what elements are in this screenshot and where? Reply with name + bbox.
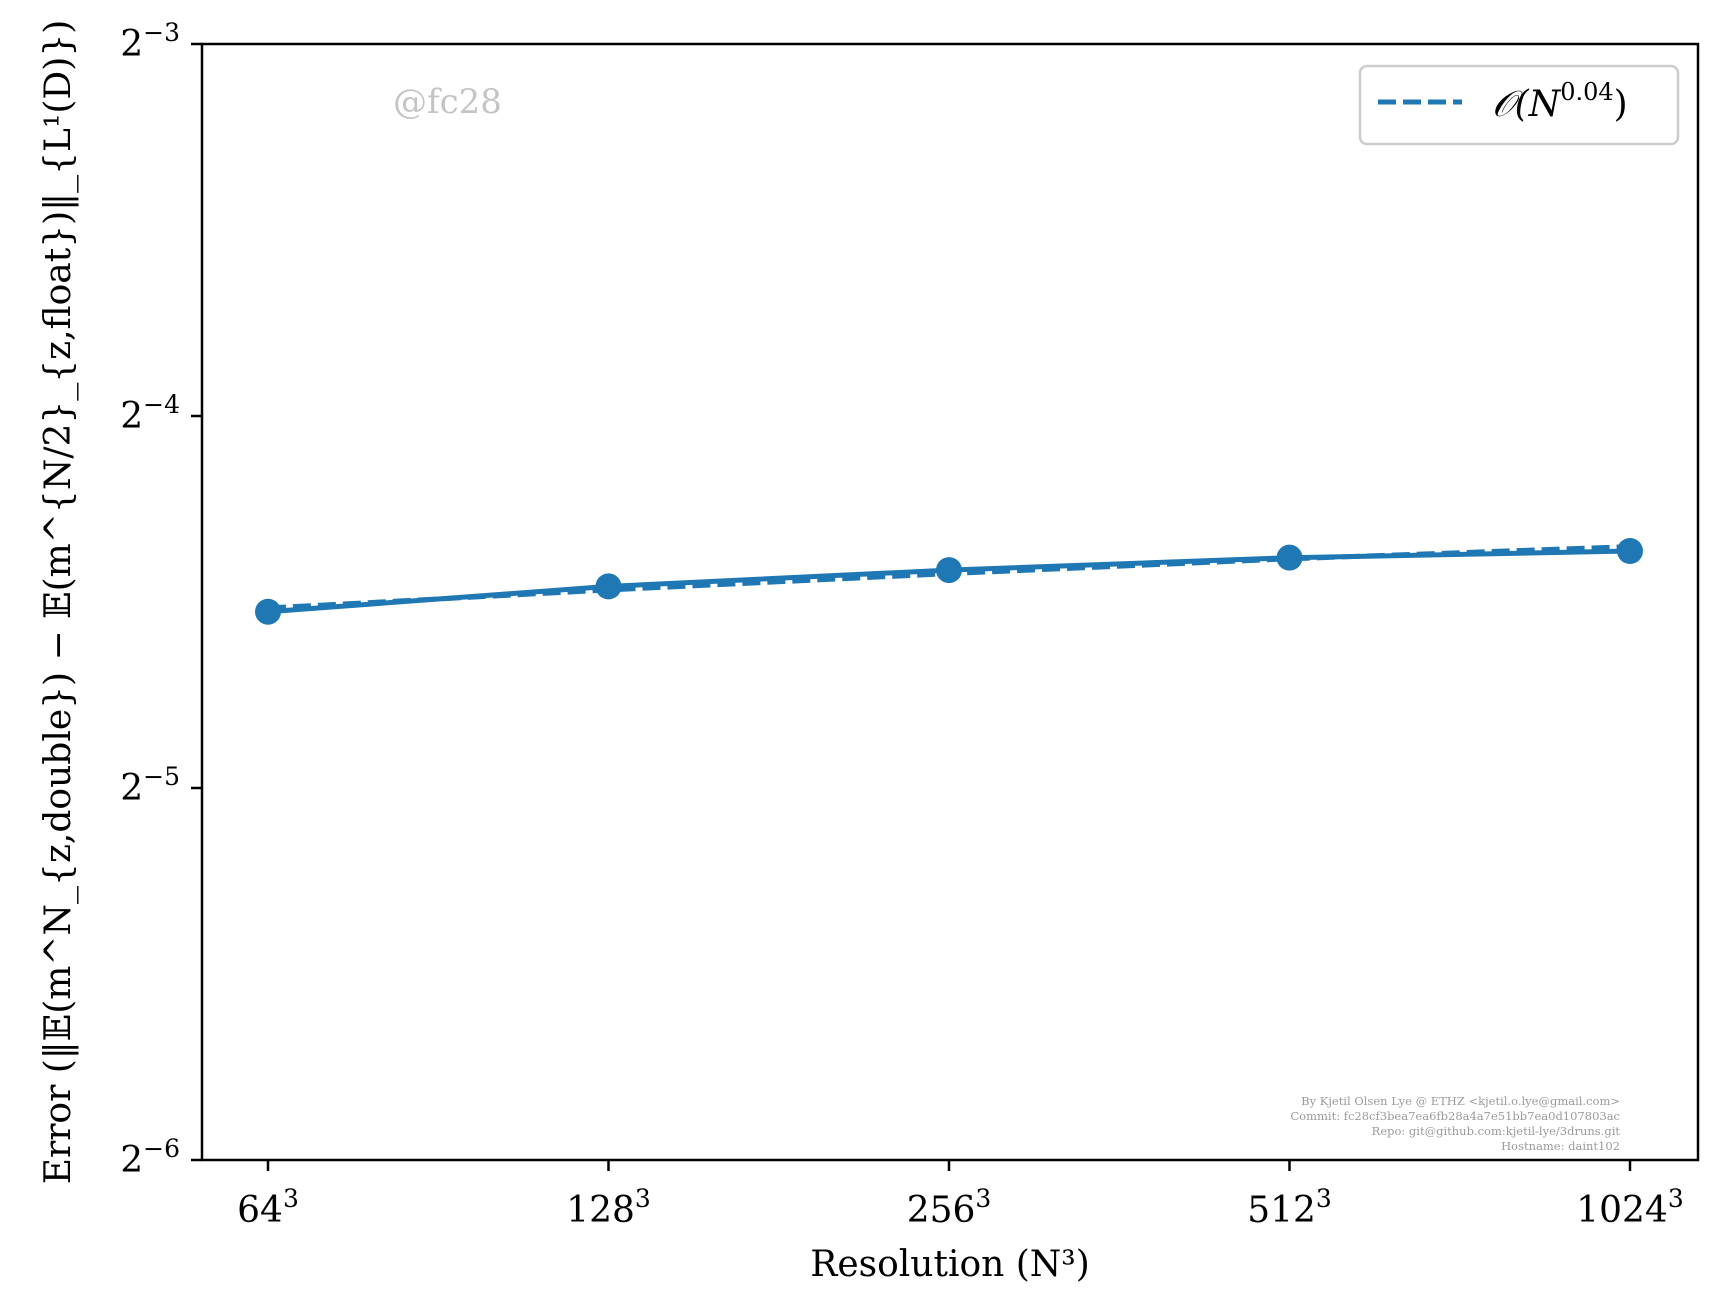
watermark: @fc28 [393, 82, 502, 122]
x-tick-label-exponent: 3 [1316, 1184, 1332, 1213]
x-axis-title: Resolution (N³) [810, 1244, 1090, 1285]
legend: 𝒪(N0.04) [1358, 64, 1680, 146]
credit-line-hostname: Hostname: daint102 [1501, 1139, 1620, 1153]
y-axis-title: Error (‖𝔼(m^N_{z,double}) − 𝔼(m^{N/2}_{z… [38, 20, 79, 1185]
credit-line-commit: Commit: fc28cf3bea7ea6fb28a4a7e51bb7ea0d… [1290, 1109, 1620, 1123]
credits-block: By Kjetil Olsen Lye @ ETHZ <kjetil.o.lye… [1290, 1094, 1620, 1153]
y-tick-label-exponent: −5 [143, 762, 180, 791]
y-tick-label-exponent: −4 [143, 390, 180, 419]
x-tick-label-exponent: 3 [1668, 1184, 1684, 1213]
legend-frame [1358, 64, 1680, 146]
plot-area [202, 44, 1698, 1160]
y-tick-label-base: 2 [120, 768, 143, 809]
x-tick-label-base: 512 [1247, 1190, 1316, 1231]
x-tick-label-base: 64 [237, 1190, 283, 1231]
error-data-point [1617, 537, 1643, 564]
error-data-point [255, 598, 281, 625]
x-tick-label-exponent: 3 [635, 1184, 651, 1213]
x-tick-label: 2563 [907, 1184, 992, 1231]
x-axis-ticks: 643 1283 2563 5123 10243 [237, 1160, 1684, 1231]
x-tick-label: 5123 [1247, 1184, 1332, 1231]
plot-frame [200, 42, 1700, 1162]
error-data-point [1276, 544, 1303, 571]
x-tick-label: 10243 [1576, 1184, 1684, 1231]
y-tick-label: 2−3 [120, 18, 180, 65]
y-tick-label-exponent: −3 [143, 18, 180, 47]
y-tick-label: 2−5 [120, 762, 180, 809]
y-axis-ticks: 2−62−52−42−3 [120, 18, 202, 1181]
error-data-point [595, 573, 622, 600]
credit-line-repo: Repo: git@github.com:kjetil-lye/3druns.g… [1372, 1124, 1621, 1138]
legend-label-exponent: 0.04 [1560, 78, 1613, 106]
x-tick-label-base: 1024 [1576, 1190, 1668, 1231]
credit-line-author: By Kjetil Olsen Lye @ ETHZ <kjetil.o.lye… [1301, 1094, 1620, 1108]
legend-label: 𝒪(N0.04) [1492, 78, 1628, 125]
x-tick-label: 643 [237, 1184, 299, 1231]
y-tick-label-base: 2 [120, 24, 143, 65]
y-tick-label-base: 2 [120, 1140, 143, 1181]
x-tick-label: 1283 [566, 1184, 651, 1231]
error-data-point [936, 557, 962, 584]
y-tick-label: 2−6 [120, 1134, 180, 1181]
x-tick-label-base: 128 [566, 1190, 635, 1231]
x-tick-label-exponent: 3 [283, 1184, 299, 1213]
y-tick-label-exponent: −6 [143, 1134, 180, 1163]
legend-label-suffix: ) [1614, 84, 1628, 125]
x-tick-label-base: 256 [907, 1190, 976, 1231]
x-tick-label-exponent: 3 [975, 1184, 991, 1213]
series-layer [255, 537, 1643, 625]
y-tick-label-base: 2 [120, 396, 143, 437]
y-tick-label: 2−4 [120, 390, 180, 437]
legend-label-prefix: 𝒪(N [1492, 84, 1562, 125]
